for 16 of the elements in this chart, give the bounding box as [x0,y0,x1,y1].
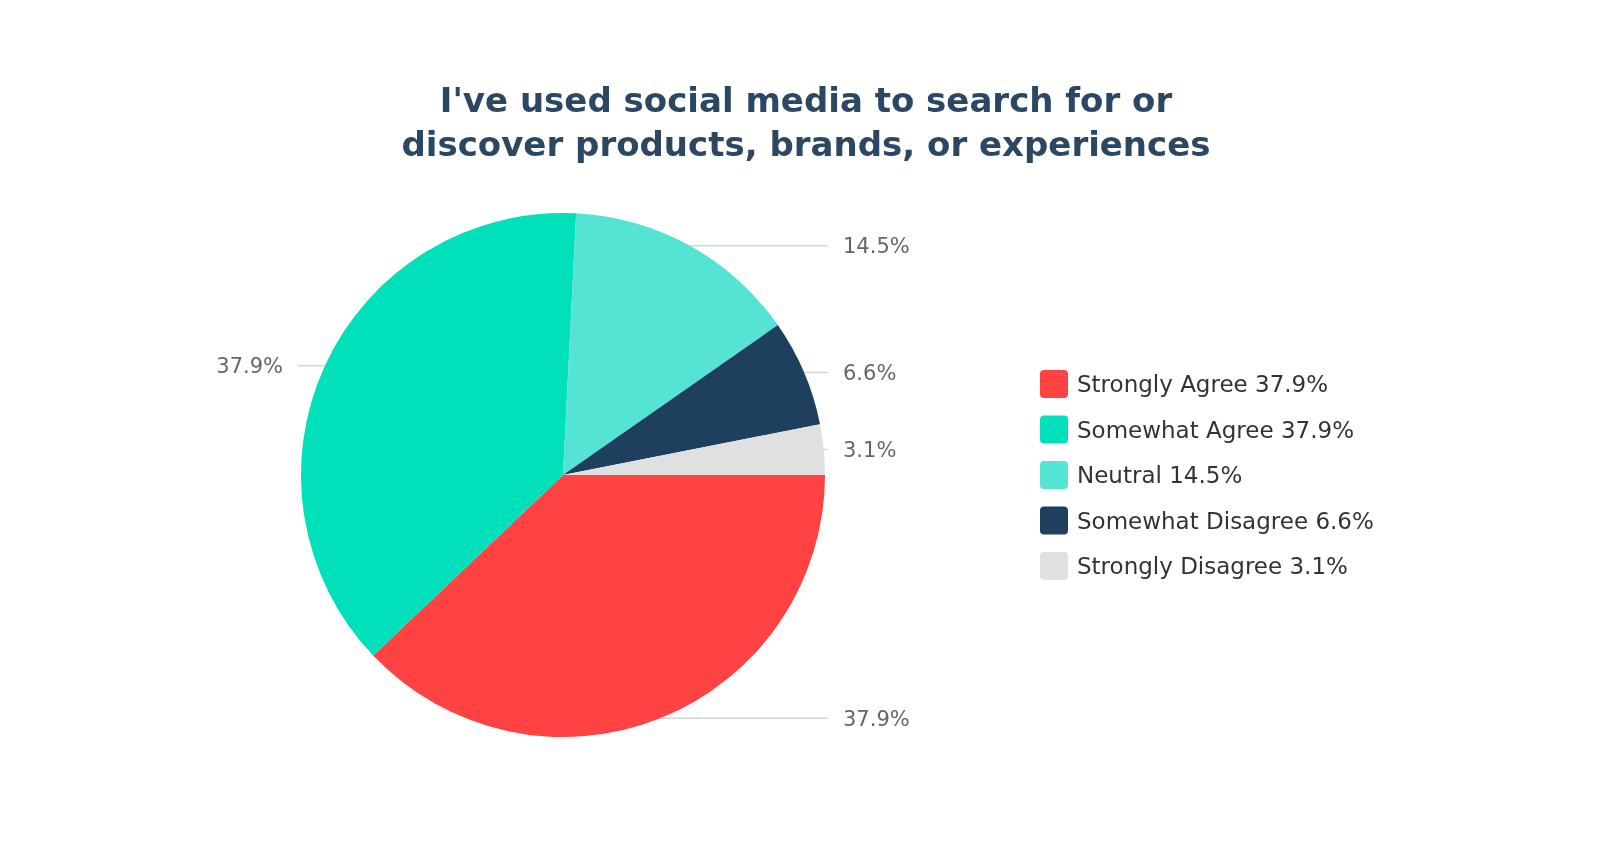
legend-label: Strongly Agree 37.9% [1077,371,1329,398]
chart-title: I've used social media to search for or discover products, brands, or experiences [401,80,1211,164]
legend-label: Somewhat Agree 37.9% [1077,416,1354,443]
data-label: 6.6% [843,360,897,385]
pie-slice [373,475,825,737]
data-label: 3.1% [843,437,897,462]
data-label: 37.9% [843,706,910,731]
pie-slice [563,213,778,475]
data-label: 37.9% [216,354,283,379]
pie-slice [563,424,825,475]
data-label: 14.5% [843,234,910,259]
legend-label: Strongly Disagree 3.1% [1077,553,1348,580]
pie-slice [301,213,577,656]
legend-label: Neutral 14.5% [1077,462,1243,489]
legend-label: Somewhat Disagree 6.6% [1077,507,1374,534]
pie-slice [563,325,821,475]
